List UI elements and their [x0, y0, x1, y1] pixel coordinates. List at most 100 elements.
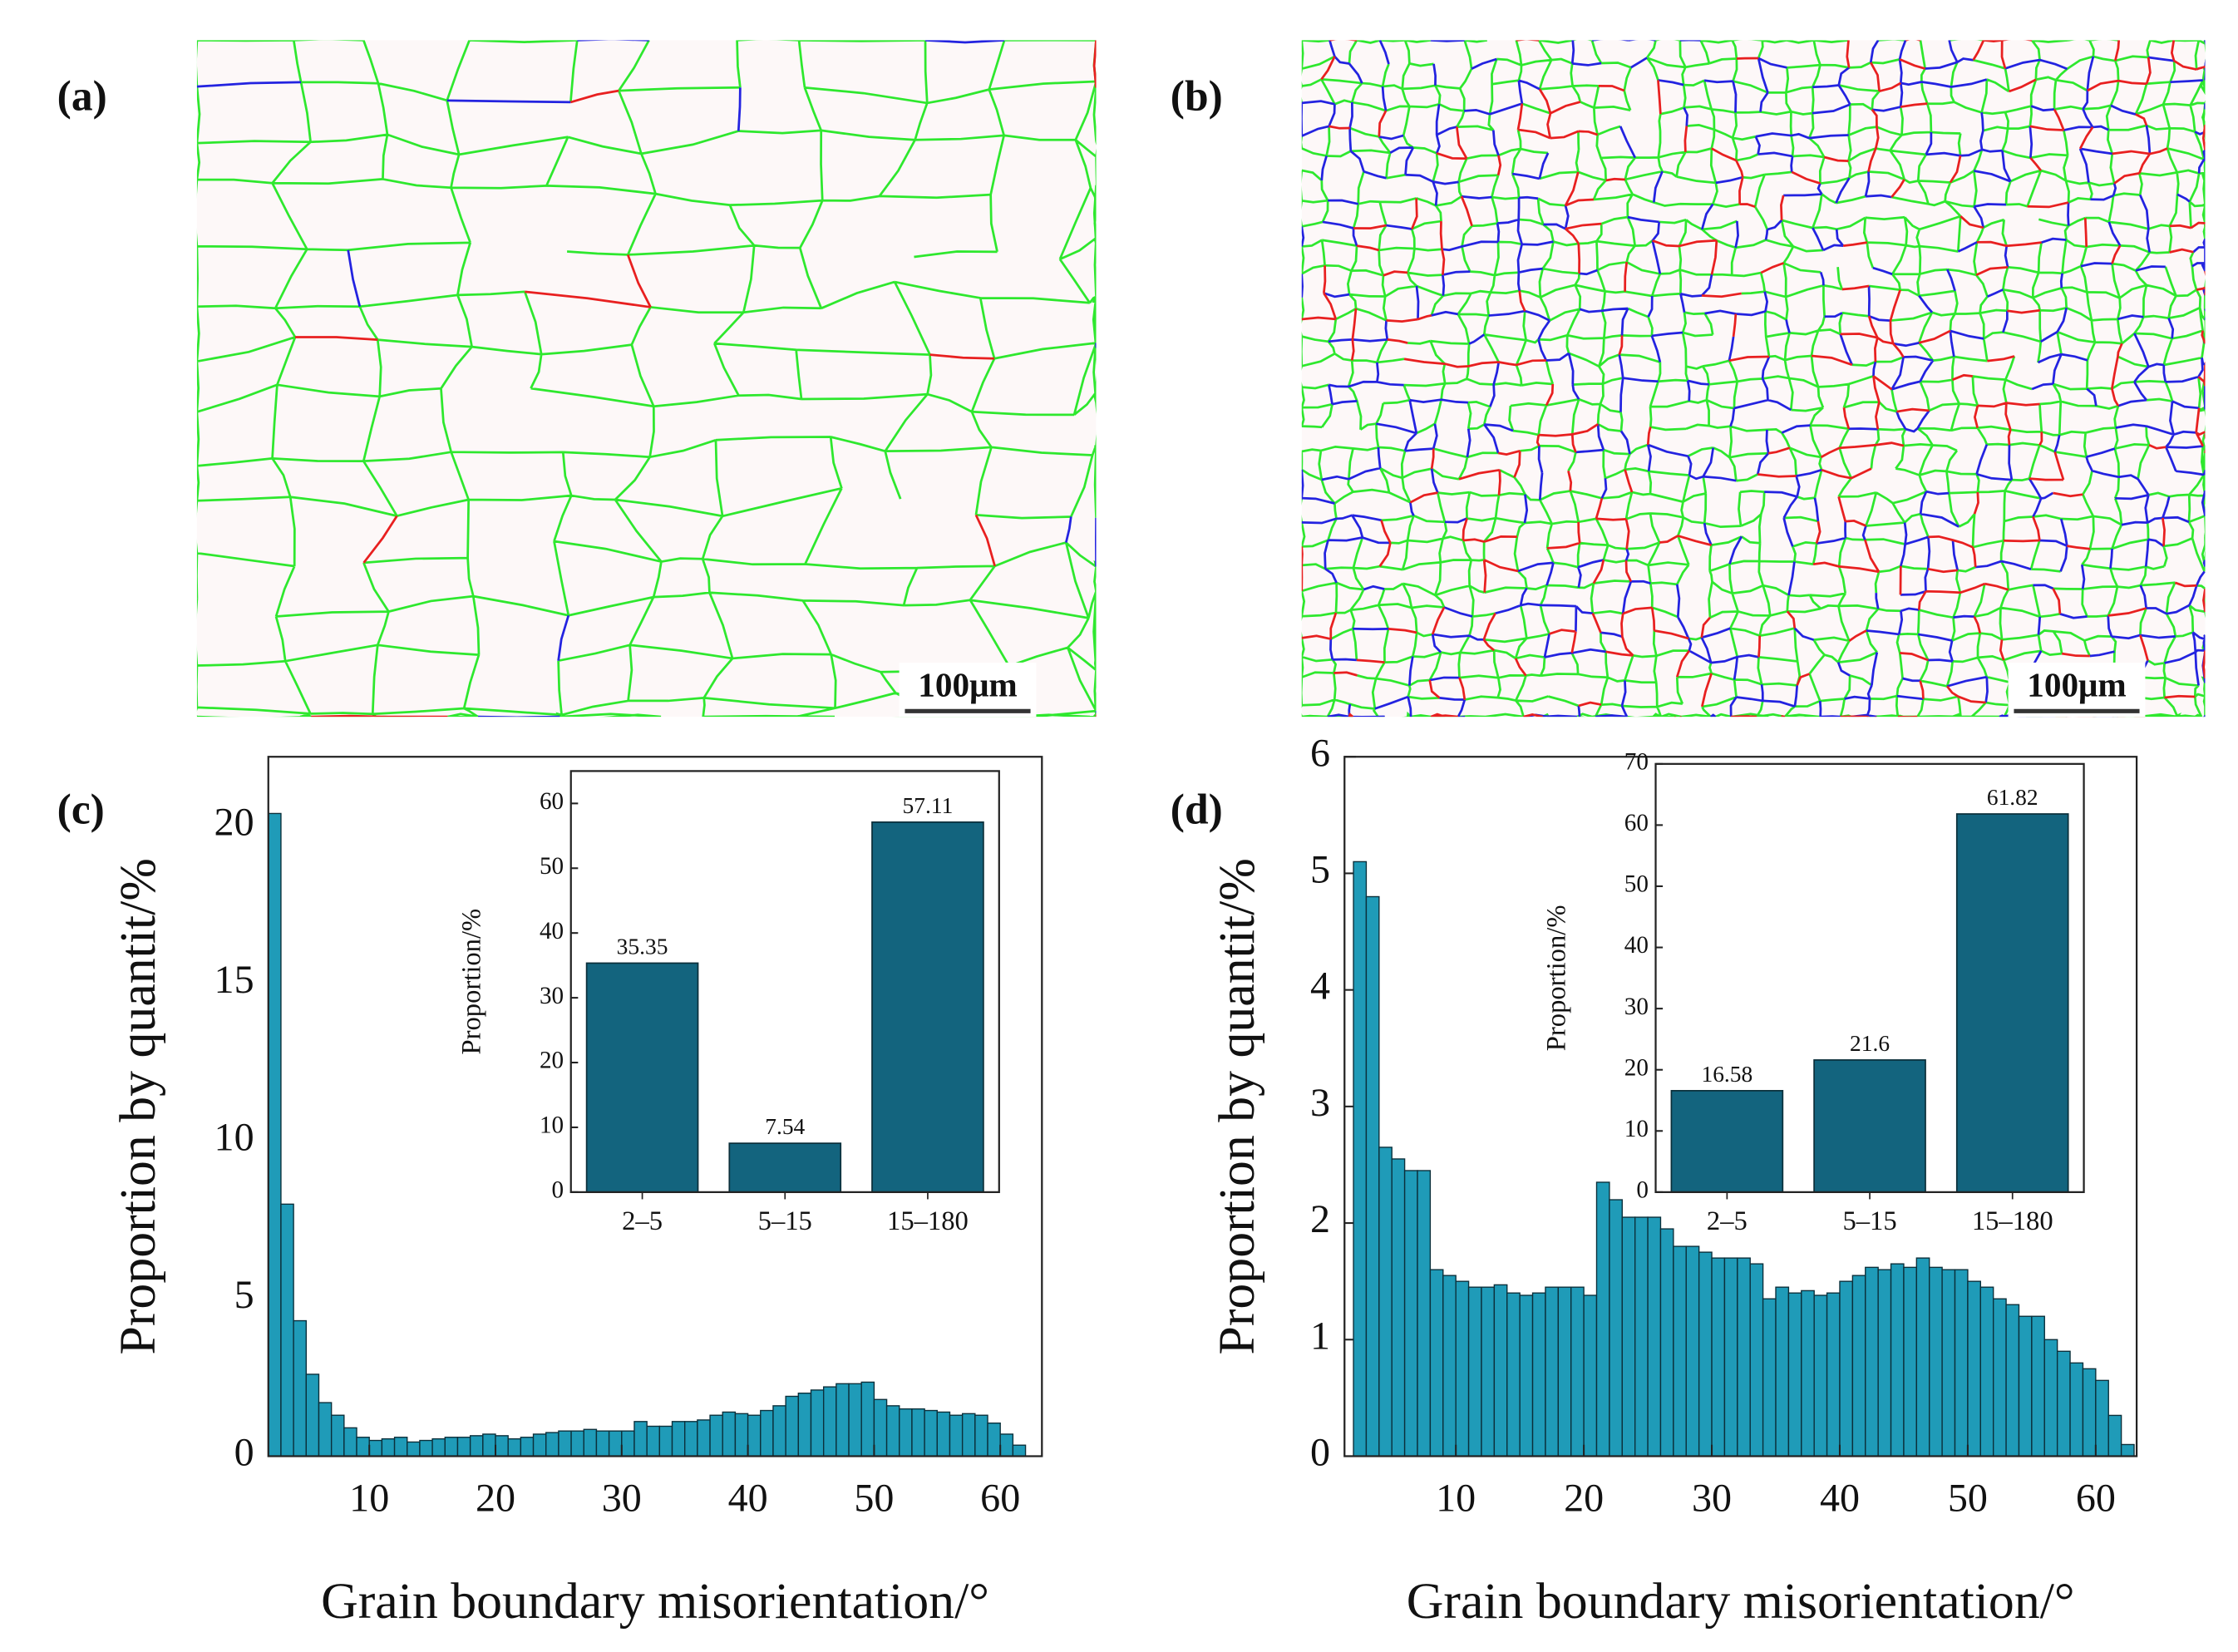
histogram-bar — [1877, 1269, 1892, 1457]
panel-label: (c) — [57, 787, 105, 834]
histogram-bar — [1711, 1257, 1726, 1457]
histogram-bar — [1903, 1266, 1918, 1457]
x-tick-label: 50 — [854, 1476, 894, 1520]
histogram-bar — [2095, 1379, 2109, 1457]
value-label: 7.54 — [765, 1114, 805, 1139]
histogram-bar — [1954, 1269, 1969, 1457]
histogram-bar — [356, 1437, 370, 1457]
histogram-bar — [1595, 1181, 1610, 1457]
histogram-bar — [949, 1414, 964, 1457]
histogram-bar — [924, 1409, 938, 1457]
x-tick-label: 60 — [2076, 1476, 2116, 1520]
scale-bar-label: 100μm — [918, 665, 1017, 703]
histogram-bar — [2107, 1414, 2122, 1457]
histogram-bar — [293, 1319, 307, 1457]
x-tick-label: 5–15 — [758, 1206, 812, 1236]
histogram-bar — [1455, 1280, 1470, 1457]
histogram-bar — [621, 1430, 635, 1457]
y-tick-label: 20 — [540, 1048, 564, 1074]
histogram-bar — [268, 812, 282, 1457]
y-tick-label: 15 — [214, 958, 254, 1002]
x-tick-label: 15–180 — [1972, 1206, 2053, 1236]
y-tick-label: 1 — [1310, 1314, 1330, 1358]
x-axis-label: Grain boundary misorientation/° — [1407, 1573, 2075, 1630]
high-angle-boundaries — [196, 40, 1097, 718]
x-tick-label: 10 — [349, 1476, 389, 1520]
histogram-bar — [1583, 1294, 1598, 1457]
histogram-bar — [456, 1437, 471, 1457]
scale-bar-bg — [899, 662, 1037, 718]
value-label: 16.58 — [1701, 1062, 1752, 1087]
y-tick-label: 0 — [234, 1431, 254, 1475]
histogram-bar — [1967, 1280, 1981, 1457]
y-axis-label: Proportion by quantit/% — [1209, 858, 1265, 1354]
histogram-bar — [2120, 1443, 2135, 1457]
y-tick-label: 6 — [1310, 731, 1330, 775]
histogram-bar — [1929, 1266, 1943, 1457]
y-tick-label: 2 — [1310, 1197, 1330, 1241]
y-tick-label: 10 — [1624, 1116, 1649, 1142]
y-tick-label: 10 — [214, 1116, 254, 1160]
histogram-bar — [2056, 1350, 2071, 1457]
grain-boundaries — [196, 40, 1097, 718]
histogram-bar — [305, 1373, 320, 1457]
y-tick-label: 4 — [1310, 964, 1330, 1008]
histogram-bar — [1481, 1286, 1496, 1457]
histogram-bar — [1403, 1170, 1418, 1457]
histogram-bar — [444, 1437, 459, 1457]
histogram-bar — [974, 1414, 988, 1457]
value-label: 21.6 — [1850, 1031, 1890, 1056]
x-tick-label: 20 — [1564, 1476, 1604, 1520]
histogram-bar — [280, 1203, 294, 1457]
histogram-bar — [987, 1423, 1001, 1457]
histogram-bar — [1634, 1216, 1649, 1457]
histogram-bar — [1353, 861, 1368, 1457]
value-label: 61.82 — [1987, 785, 2038, 810]
plot-frame — [569, 770, 1000, 1193]
histogram-bar — [2018, 1315, 2033, 1457]
plot-frame — [1343, 756, 2138, 1457]
histogram-bar — [2043, 1339, 2058, 1457]
x-tick-label: 2–5 — [622, 1206, 663, 1236]
histogram-bar — [885, 1405, 900, 1457]
y-tick-label: 60 — [1624, 810, 1649, 836]
bar — [1813, 1059, 1926, 1193]
histogram-bar — [2082, 1368, 2097, 1457]
y-tick-label: 0 — [1636, 1177, 1649, 1204]
y-tick-label: 5 — [234, 1273, 254, 1317]
bar — [1670, 1090, 1784, 1193]
x-tick-label: 15–180 — [887, 1206, 969, 1236]
y-tick-label: 60 — [540, 788, 564, 815]
histogram-bar — [1826, 1292, 1841, 1457]
grain-boundaries — [1301, 40, 2206, 718]
bar — [728, 1142, 842, 1193]
panel-label: (b) — [1171, 72, 1223, 120]
histogram-bar — [1775, 1286, 1790, 1457]
histogram-bar — [1673, 1245, 1687, 1457]
low-angle-boundaries — [1301, 40, 2206, 718]
y-tick-label: 0 — [552, 1177, 564, 1204]
histogram-bar — [368, 1439, 383, 1457]
histogram-bar — [558, 1430, 572, 1457]
high-angle-boundaries — [1301, 40, 2206, 718]
histogram-bar — [1737, 1257, 1751, 1457]
histogram-bar — [684, 1421, 698, 1457]
y-tick-label: 30 — [1624, 994, 1649, 1020]
histogram-bar — [393, 1437, 408, 1457]
histogram-bar — [1813, 1294, 1828, 1457]
histogram-bar — [822, 1386, 837, 1457]
histogram-bar — [1647, 1216, 1662, 1457]
plot-frame — [267, 756, 1043, 1457]
y-tick-label: 10 — [540, 1112, 564, 1139]
x-tick-label: 30 — [602, 1476, 642, 1520]
y-tick-label: 40 — [1624, 932, 1649, 959]
histogram-bar — [1609, 1199, 1623, 1457]
x-tick-label: 30 — [1692, 1476, 1732, 1520]
y-tick-label: 40 — [540, 918, 564, 944]
scale-bar-bg — [2008, 662, 2146, 718]
y-tick-label: 0 — [1310, 1431, 1330, 1475]
histogram-bar — [1941, 1269, 1956, 1457]
histogram-bar — [1442, 1275, 1457, 1457]
y-tick-label: 50 — [1624, 871, 1649, 898]
